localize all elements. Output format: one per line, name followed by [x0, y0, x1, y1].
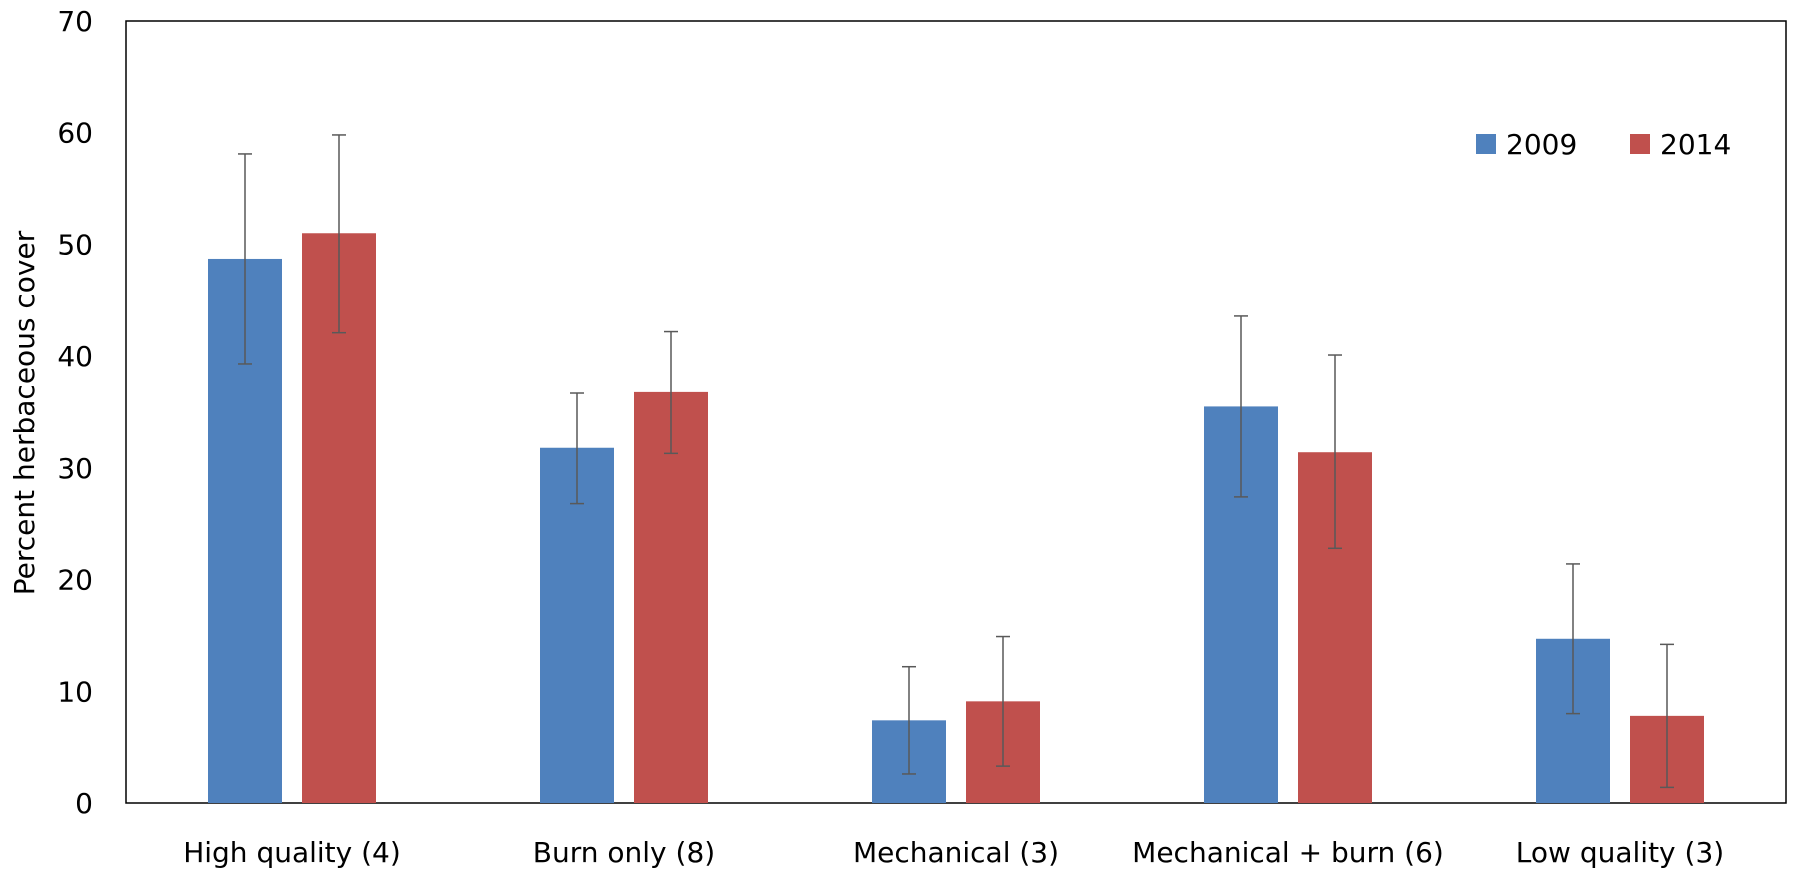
error-bar-2014-1: [664, 330, 678, 455]
x-category-label: Mechanical + burn (6): [1132, 836, 1444, 869]
x-category-label: Low quality (3): [1516, 836, 1724, 869]
error-bar-2014-0: [332, 134, 346, 334]
y-tick-label: 40: [57, 340, 93, 373]
y-tick-label: 0: [75, 787, 93, 820]
y-tick-label: 20: [57, 564, 93, 597]
error-bar-2014-2: [996, 635, 1010, 767]
y-tick-label: 10: [57, 675, 93, 708]
bar-2009-1: [540, 447, 614, 803]
error-bar-2009-0: [238, 153, 252, 365]
error-bar-2009-2: [902, 665, 916, 775]
y-tick-label: 50: [57, 228, 93, 261]
legend-item-2014: 2014: [1630, 128, 1731, 161]
legend-item-2009: 2009: [1476, 128, 1577, 161]
legend-swatch: [1630, 134, 1650, 154]
y-tick-label: 60: [57, 117, 93, 150]
error-bar-2009-1: [570, 392, 584, 505]
legend: 2009 2014: [1476, 128, 1731, 161]
plot-area-frame: [125, 20, 1787, 804]
y-tick-label: 30: [57, 452, 93, 485]
error-bar-2014-3: [1328, 354, 1342, 550]
y-tick-label: 70: [57, 5, 93, 38]
x-category-label: High quality (4): [183, 836, 401, 869]
error-bar-2009-3: [1234, 315, 1248, 498]
x-category-label: Mechanical (3): [853, 836, 1059, 869]
legend-label: 2014: [1660, 128, 1731, 161]
error-bar-2009-4: [1566, 563, 1580, 715]
bar-2014-1: [634, 391, 708, 803]
error-bar-2014-4: [1660, 643, 1674, 789]
x-category-label: Burn only (8): [533, 836, 715, 869]
legend-swatch: [1476, 134, 1496, 154]
legend-label: 2009: [1506, 128, 1577, 161]
y-axis-title: Percent herbaceous cover: [8, 230, 41, 595]
